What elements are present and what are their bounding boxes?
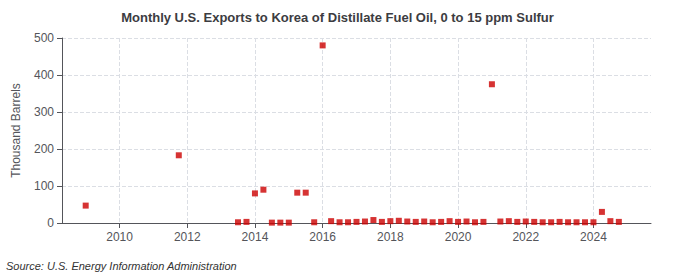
svg-text:2010: 2010 — [106, 230, 133, 244]
svg-text:2024: 2024 — [580, 230, 607, 244]
svg-text:0: 0 — [47, 216, 54, 230]
svg-text:100: 100 — [34, 179, 54, 193]
svg-text:2020: 2020 — [445, 230, 472, 244]
svg-text:Monthly U.S. Exports to Korea: Monthly U.S. Exports to Korea of Distill… — [121, 10, 554, 25]
svg-text:2016: 2016 — [309, 230, 336, 244]
svg-text:200: 200 — [34, 142, 54, 156]
svg-text:Thousand Barrels: Thousand Barrels — [9, 83, 23, 178]
svg-text:500: 500 — [34, 31, 54, 45]
svg-text:Source: U.S. Energy Informatio: Source: U.S. Energy Information Administ… — [6, 260, 237, 272]
svg-text:2018: 2018 — [377, 230, 404, 244]
svg-text:300: 300 — [34, 105, 54, 119]
svg-text:2022: 2022 — [512, 230, 539, 244]
svg-text:2014: 2014 — [242, 230, 269, 244]
svg-text:400: 400 — [34, 68, 54, 82]
svg-text:2012: 2012 — [174, 230, 201, 244]
